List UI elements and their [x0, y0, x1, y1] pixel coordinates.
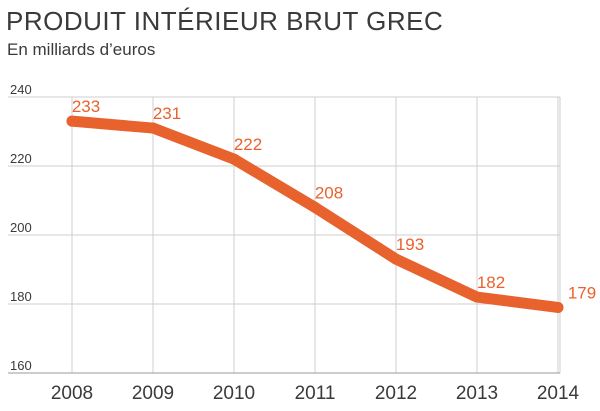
data-label: 231 [153, 104, 181, 123]
y-tick-label: 240 [10, 82, 32, 97]
data-label: 222 [234, 135, 262, 154]
x-tick-label: 2012 [375, 383, 417, 404]
x-tick-label: 2008 [51, 383, 93, 404]
data-label: 208 [315, 183, 343, 202]
chart-title: PRODUIT INTÉRIEUR BRUT GREC [6, 6, 444, 36]
data-label: 182 [477, 273, 505, 292]
x-tick-label: 2009 [132, 383, 174, 404]
y-tick-label: 200 [10, 220, 32, 235]
data-label: 193 [396, 235, 424, 254]
x-tick-label: 2011 [295, 383, 336, 404]
x-tick-label: 2014 [537, 383, 580, 404]
data-point [66, 115, 78, 127]
y-tick-label: 180 [10, 289, 32, 304]
data-point [309, 201, 321, 213]
y-tick-label: 160 [10, 358, 32, 373]
data-point [390, 253, 402, 265]
x-tick-label: 2013 [456, 383, 498, 404]
chart-subtitle: En milliards d’euros [7, 40, 156, 59]
data-label: 179 [568, 283, 596, 302]
x-tick-label: 2010 [213, 383, 255, 404]
data-point [228, 153, 240, 165]
y-tick-label: 220 [10, 151, 32, 166]
data-point [552, 301, 564, 313]
data-point [471, 291, 483, 303]
data-label: 233 [72, 97, 100, 116]
data-point [147, 122, 159, 134]
